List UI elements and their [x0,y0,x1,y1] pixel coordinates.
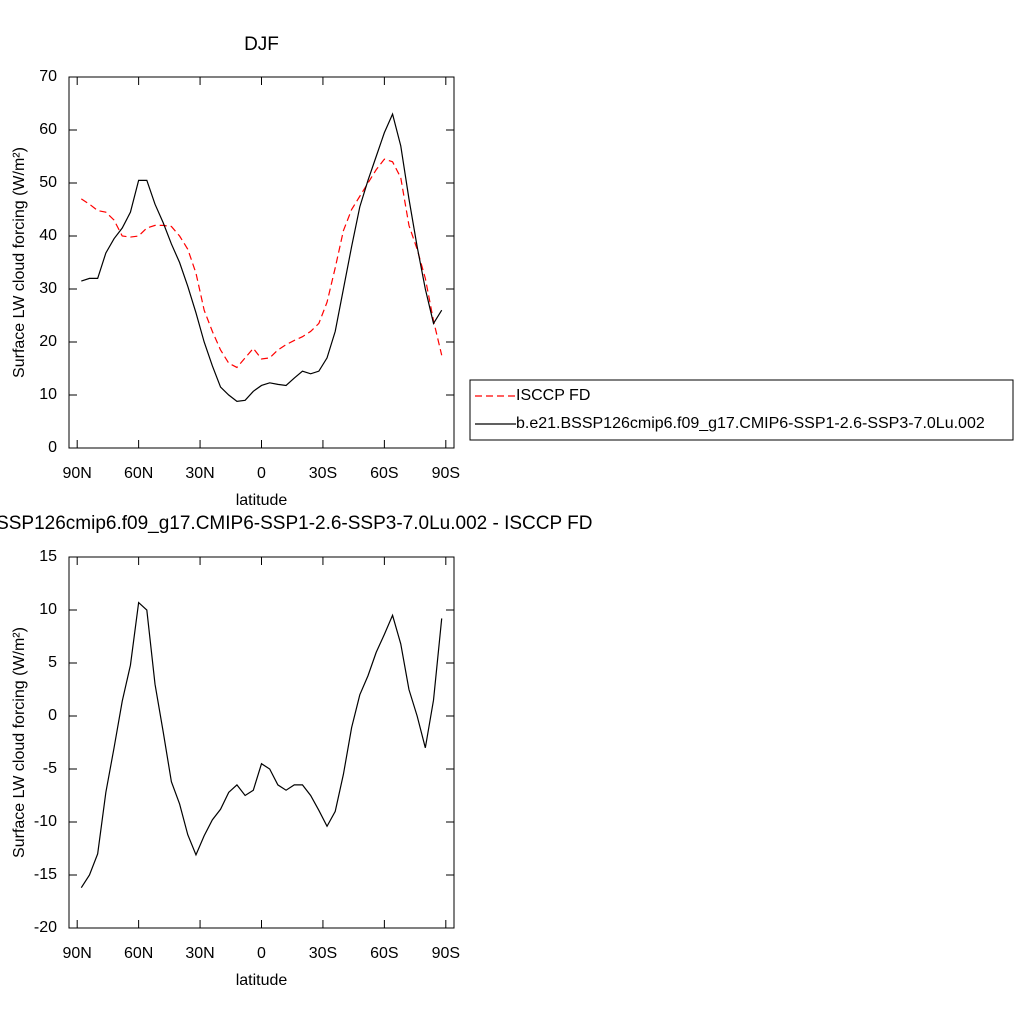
y-tick-label: 10 [39,386,57,403]
x-tick-label: 0 [257,465,266,482]
y-tick-label: 10 [39,601,57,618]
x-tick-label: 30S [309,945,337,962]
plot-frame [68,556,455,929]
y-tick-label: 5 [48,654,57,671]
x-tick-label: 30N [185,465,214,482]
x-tick-label: 60S [370,945,398,962]
legend-label: ISCCP FD [516,387,590,404]
y-tick-label: -15 [34,866,57,883]
y-tick-label: 30 [39,280,57,297]
data-line [81,112,443,402]
y-tick-label: 60 [39,121,57,138]
x-tick-label: 90S [432,945,460,962]
y-tick-label: 0 [48,707,57,724]
y-tick-label: -10 [34,813,57,830]
chart-title: DJF [244,34,279,55]
plot-frame [68,76,455,449]
chart-title: b.e21.BSSP126cmip6.f09_g17.CMIP6-SSP1-2.… [0,513,592,534]
x-tick-label: 90N [63,465,92,482]
legend-label: b.e21.BSSP126cmip6.f09_g17.CMIP6-SSP1-2.… [516,415,985,432]
data-line [80,601,443,889]
legend-box [469,379,1014,441]
x-tick-label: 30N [185,945,214,962]
x-axis-label: latitude [236,972,288,989]
y-tick-label: 40 [39,227,57,244]
x-tick-label: 90S [432,465,460,482]
y-tick-label: 50 [39,174,57,191]
x-tick-label: 0 [257,945,266,962]
x-axis-label: latitude [236,492,288,509]
y-tick-label: 70 [39,68,57,85]
x-tick-label: 30S [309,465,337,482]
y-tick-label: 15 [39,548,57,565]
x-tick-label: 60S [370,465,398,482]
data-line [80,158,443,369]
y-axis-label: Surface LW cloud forcing (W/m²) [11,147,28,378]
y-tick-label: 0 [48,439,57,456]
y-tick-label: -5 [43,760,57,777]
y-tick-label: -20 [34,919,57,936]
y-axis-label: Surface LW cloud forcing (W/m²) [11,627,28,858]
x-tick-label: 60N [124,465,153,482]
x-tick-label: 60N [124,945,153,962]
x-tick-label: 90N [63,945,92,962]
y-tick-label: 20 [39,333,57,350]
